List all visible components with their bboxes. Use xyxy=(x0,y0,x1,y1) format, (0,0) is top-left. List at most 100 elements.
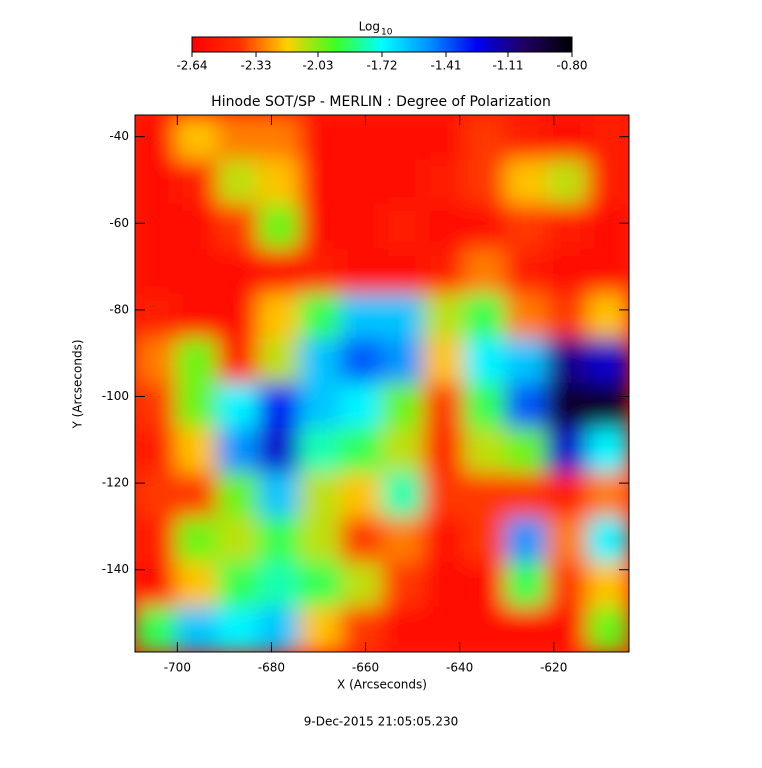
heatmap-cell xyxy=(587,203,629,250)
heatmap-cell xyxy=(175,338,218,384)
heatmap-cell xyxy=(381,248,424,295)
heatmap-cell xyxy=(463,427,506,474)
heatmap-cell xyxy=(505,427,548,474)
heatmap-cell xyxy=(299,338,342,384)
heatmap-cell xyxy=(463,472,506,519)
heatmap-cell xyxy=(135,293,177,340)
heatmap-cell xyxy=(546,517,589,564)
heatmap-cell xyxy=(381,115,424,161)
heatmap-cell xyxy=(505,293,548,340)
colorbar xyxy=(191,36,573,53)
heatmap-cell xyxy=(299,606,342,652)
heatmap-cell xyxy=(299,472,342,519)
heatmap-cell xyxy=(258,383,301,429)
y-tick-label: -80 xyxy=(109,302,129,316)
heatmap-cell xyxy=(135,115,177,161)
heatmap-cell xyxy=(175,562,218,608)
heatmap-cell xyxy=(135,383,177,429)
heatmap-cell xyxy=(546,293,589,340)
heatmap-cell xyxy=(463,159,506,205)
heatmap-cell xyxy=(381,383,424,429)
heatmap-cell xyxy=(299,203,342,250)
heatmap-cell xyxy=(587,383,629,429)
heatmap-cell xyxy=(258,159,301,205)
heatmap-cell xyxy=(546,472,589,519)
heatmap-cell xyxy=(340,338,383,384)
heatmap-cell xyxy=(216,115,259,161)
heatmap-cell xyxy=(299,248,342,295)
y-tick-label: -120 xyxy=(102,476,129,490)
heatmap-cell xyxy=(135,338,177,384)
heatmap-cell xyxy=(587,562,629,608)
heatmap-cell xyxy=(216,203,259,250)
heatmap-cell xyxy=(546,115,589,161)
y-tick-label: -140 xyxy=(102,562,129,576)
heatmap-cell xyxy=(587,293,629,340)
heatmap-cell xyxy=(135,203,177,250)
heatmap-cell xyxy=(258,338,301,384)
heatmap-cell xyxy=(135,472,177,519)
heatmap-cell xyxy=(175,293,218,340)
heatmap-cell xyxy=(216,338,259,384)
heatmap-cell xyxy=(340,159,383,205)
heatmap-cell xyxy=(258,472,301,519)
heatmap-cell xyxy=(216,562,259,608)
heatmap-cell xyxy=(587,472,629,519)
heatmap-cell xyxy=(587,248,629,295)
heatmap-cell xyxy=(505,338,548,384)
colorbar-tick-label: -1.41 xyxy=(430,59,461,73)
heatmap-cell xyxy=(505,159,548,205)
heatmap-cell xyxy=(135,427,177,474)
x-tick-label: -700 xyxy=(164,661,191,675)
heatmap-cell xyxy=(463,383,506,429)
heatmap-cell xyxy=(587,606,629,652)
heatmap-cell xyxy=(258,203,301,250)
heatmap-cell xyxy=(135,606,177,652)
heatmap-cell xyxy=(216,472,259,519)
heatmap-cell xyxy=(463,562,506,608)
x-tick-label: -680 xyxy=(258,661,285,675)
colorbar-tick-label: -2.03 xyxy=(302,59,333,73)
heatmap-cell xyxy=(216,383,259,429)
heatmap-cell xyxy=(340,248,383,295)
heatmap-cell xyxy=(381,427,424,474)
heatmap-cell xyxy=(463,293,506,340)
heatmap-cell xyxy=(381,472,424,519)
heatmap-cell xyxy=(381,338,424,384)
heatmap-cell xyxy=(505,203,548,250)
heatmap-cell xyxy=(216,427,259,474)
heatmap-cell xyxy=(175,159,218,205)
x-tick-label: -640 xyxy=(446,661,473,675)
heatmap-cell xyxy=(340,517,383,564)
colorbar-tick-label: -1.11 xyxy=(492,59,523,73)
heatmap-cell xyxy=(422,517,465,564)
heatmap-cell xyxy=(299,293,342,340)
heatmap-cell xyxy=(135,159,177,205)
heatmap-cell xyxy=(340,472,383,519)
heatmap-cell xyxy=(422,562,465,608)
heatmap-cell xyxy=(546,606,589,652)
heatmap-cell xyxy=(340,606,383,652)
heatmap-cell xyxy=(505,383,548,429)
heatmap-cell xyxy=(135,248,177,295)
x-axis-label: X (Arcseconds) xyxy=(337,678,427,692)
colorbar-title: Log xyxy=(359,20,380,34)
heatmap-cell xyxy=(381,562,424,608)
heatmap-cell xyxy=(340,427,383,474)
heatmap-cell xyxy=(422,472,465,519)
heatmap-cell xyxy=(135,562,177,608)
heatmap-cell xyxy=(299,562,342,608)
heatmap-cell xyxy=(258,427,301,474)
heatmap-cell xyxy=(505,606,548,652)
y-tick-label: -100 xyxy=(102,389,129,403)
heatmap-cells xyxy=(135,115,629,652)
heatmap-cell xyxy=(175,472,218,519)
heatmap-cell xyxy=(505,472,548,519)
heatmap-cell xyxy=(587,338,629,384)
x-tick-label: -620 xyxy=(540,661,567,675)
heatmap-cell xyxy=(505,115,548,161)
chart-title: Hinode SOT/SP - MERLIN : Degree of Polar… xyxy=(211,94,551,110)
heatmap-cell xyxy=(546,427,589,474)
heatmap-cell xyxy=(381,293,424,340)
x-tick-label: -660 xyxy=(352,661,379,675)
